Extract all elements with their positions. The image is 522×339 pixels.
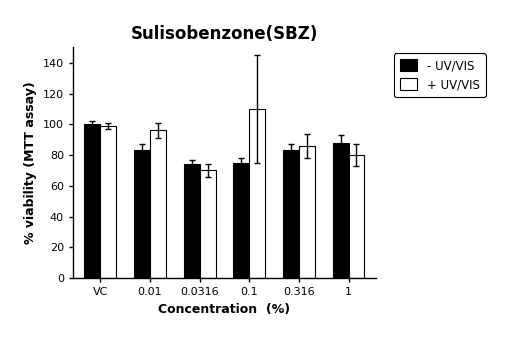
Bar — [199, 171, 216, 278]
Bar — [184, 164, 199, 278]
Bar — [283, 151, 299, 278]
Bar — [100, 126, 116, 278]
Bar — [349, 155, 364, 278]
Y-axis label: % viability (MTT assay): % viability (MTT assay) — [25, 81, 38, 244]
Bar — [85, 124, 100, 278]
Legend: - UV/VIS, + UV/VIS: - UV/VIS, + UV/VIS — [394, 53, 485, 97]
Bar — [233, 163, 250, 278]
Bar — [250, 109, 265, 278]
Bar — [299, 146, 315, 278]
X-axis label: Concentration  (%): Concentration (%) — [158, 303, 291, 316]
Bar — [333, 143, 349, 278]
Bar — [134, 151, 150, 278]
Title: Sulisobenzone(SBZ): Sulisobenzone(SBZ) — [131, 25, 318, 43]
Bar — [150, 131, 166, 278]
